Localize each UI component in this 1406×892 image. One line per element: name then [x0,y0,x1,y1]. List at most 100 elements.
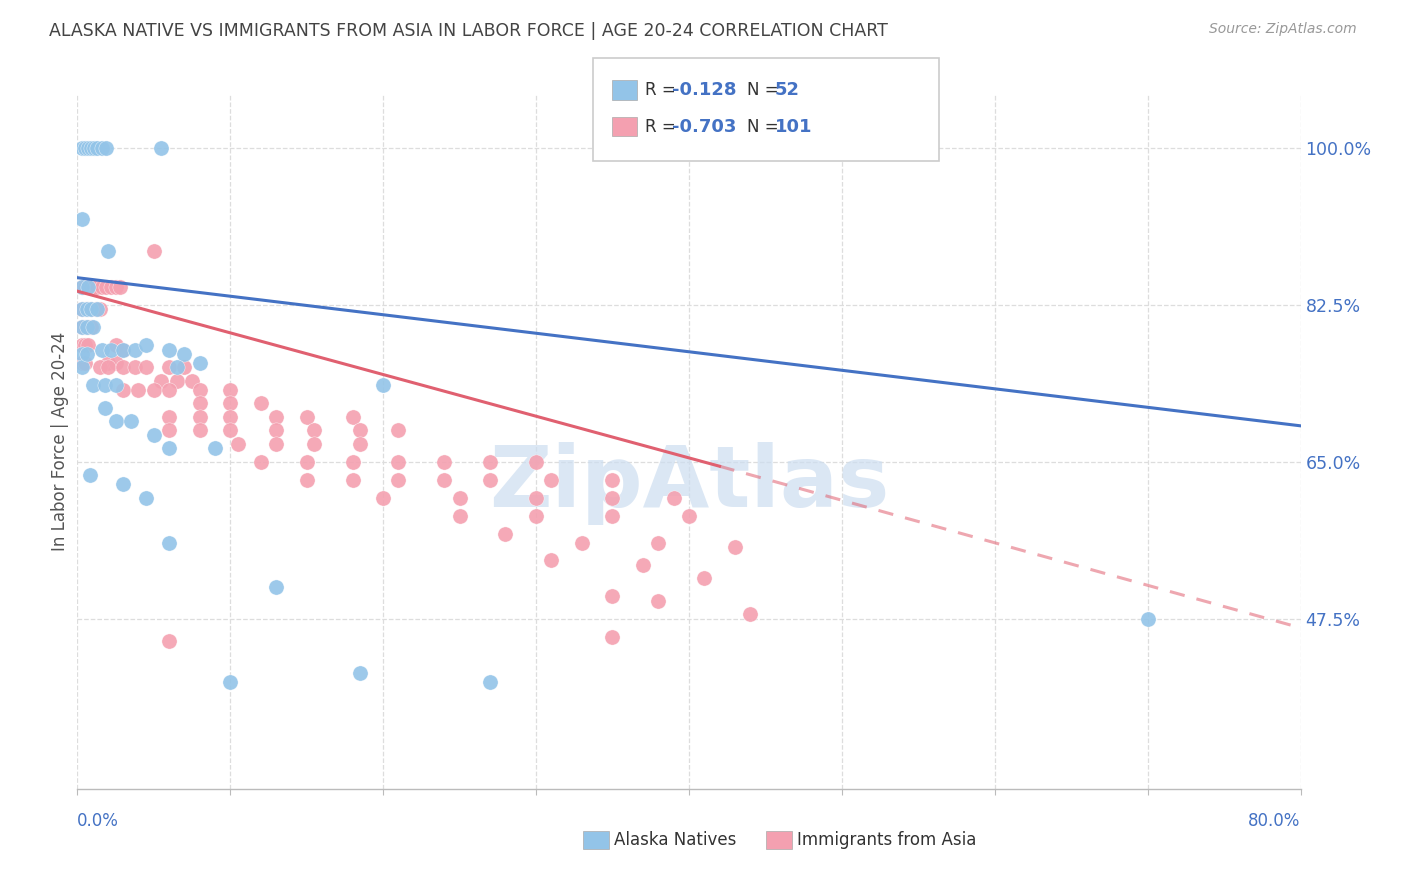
Point [150,140,173,154]
Point [104,378,127,392]
Point [219,423,242,437]
Point [524,508,547,523]
Point [82,320,104,334]
Text: 80.0%: 80.0% [1249,812,1301,830]
Text: -0.703: -0.703 [672,118,737,136]
Point [135,360,157,375]
Point [104,414,127,428]
Point [73,140,96,154]
Point [647,535,669,549]
Point [387,423,409,437]
Text: Alaska Natives: Alaska Natives [614,831,737,849]
Point [602,630,624,644]
Point [77,279,100,293]
Point [188,356,211,370]
Point [77,279,100,293]
Point [219,409,242,424]
Point [150,374,173,388]
Point [94,378,117,392]
Point [157,442,180,456]
Point [602,590,624,604]
Point [602,508,624,523]
Point [219,674,242,689]
Point [112,383,135,397]
Point [97,356,120,370]
Point [90,140,112,154]
Point [295,455,318,469]
Point [135,491,157,505]
Point [479,674,502,689]
Point [740,607,762,622]
Point [127,383,149,397]
Point [86,302,108,317]
Point [371,378,394,392]
Point [264,437,287,451]
Point [142,244,165,258]
Point [70,279,93,293]
Point [124,343,146,357]
Point [157,343,180,357]
Point [82,378,104,392]
Point [219,396,242,410]
Point [1136,612,1159,626]
Text: N =: N = [747,118,783,136]
Point [79,468,101,483]
Point [449,508,471,523]
Point [495,526,517,541]
Point [70,356,93,370]
Point [70,320,93,334]
Point [96,279,118,293]
Point [142,427,165,442]
Point [80,279,103,293]
Point [157,383,180,397]
Point [157,634,180,648]
Text: Immigrants from Asia: Immigrants from Asia [797,831,977,849]
Point [166,374,188,388]
Point [70,279,93,293]
Point [142,383,165,397]
Point [83,279,105,293]
Point [77,320,100,334]
Point [433,473,456,487]
Point [80,140,103,154]
Point [226,437,249,451]
Point [104,356,127,370]
Point [76,347,98,361]
Point [264,581,287,595]
Point [84,302,107,317]
Point [70,338,93,352]
Point [112,343,135,357]
Point [204,442,226,456]
Point [479,473,502,487]
Point [112,477,135,491]
Point [120,414,142,428]
Point [83,140,105,154]
Point [70,320,93,334]
Point [124,360,146,375]
Point [264,423,287,437]
Text: 0.0%: 0.0% [77,812,120,830]
Point [188,409,211,424]
Text: Source: ZipAtlas.com: Source: ZipAtlas.com [1209,22,1357,37]
Point [724,540,747,554]
Point [97,360,120,375]
Point [157,423,180,437]
Point [188,396,211,410]
Point [166,360,188,375]
Point [371,491,394,505]
Point [433,455,456,469]
Point [77,140,100,154]
Point [264,409,287,424]
Point [524,455,547,469]
Point [602,491,624,505]
Point [349,423,371,437]
Point [304,437,326,451]
Point [181,374,204,388]
Text: R =: R = [645,81,682,99]
Point [73,302,96,317]
Point [70,212,93,227]
Point [540,553,562,567]
Point [571,535,593,549]
Point [100,343,122,357]
Point [104,279,127,293]
